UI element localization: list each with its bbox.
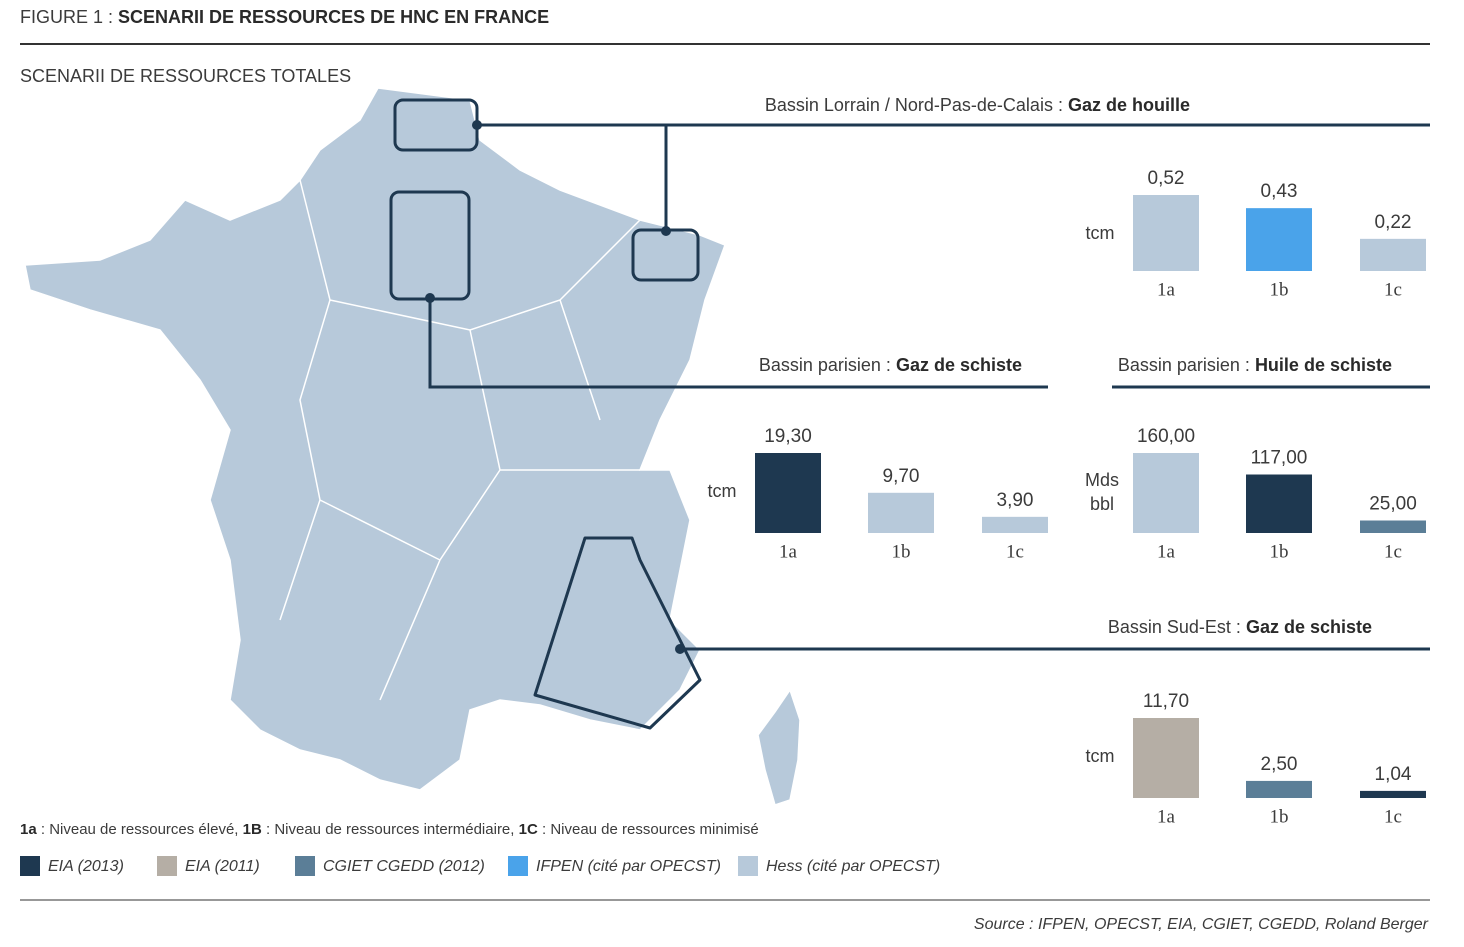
bar bbox=[1246, 208, 1312, 271]
legend-swatch bbox=[738, 856, 758, 876]
bar bbox=[755, 453, 821, 533]
basin-box bbox=[533, 536, 702, 730]
note-text: : Niveau de ressources minimisé bbox=[542, 821, 759, 838]
legend-swatch bbox=[157, 856, 177, 876]
category-label: 1b bbox=[892, 541, 911, 562]
region-borders bbox=[279, 179, 641, 701]
value-label: 117,00 bbox=[1251, 448, 1308, 469]
bar bbox=[1133, 453, 1199, 533]
category-label: 1c bbox=[1384, 806, 1402, 827]
resource-name: Gaz de schiste bbox=[896, 355, 1022, 375]
france bbox=[24, 87, 726, 791]
unit-label: Mds bbl bbox=[1084, 470, 1119, 514]
note-text: : Niveau de ressources intermédiaire, bbox=[266, 821, 514, 838]
resource-name: Gaz de houille bbox=[1068, 95, 1190, 115]
dot bbox=[661, 226, 671, 236]
dot bbox=[472, 120, 482, 130]
map bbox=[24, 87, 801, 806]
chart-title: Bassin Sud-Est : Gaz de schiste bbox=[1108, 617, 1372, 637]
value-label: 3,90 bbox=[997, 490, 1034, 511]
bar bbox=[868, 492, 934, 533]
legend-label: Hess (cité par OPECST) bbox=[766, 858, 940, 875]
value-label: 1,04 bbox=[1375, 764, 1412, 785]
category-label: 1a bbox=[779, 541, 798, 562]
figure-title-text: SCENARII DE RESSOURCES DE HNC EN FRANCE bbox=[118, 7, 549, 27]
dot bbox=[425, 293, 435, 303]
subtitle: SCENARII DE RESSOURCES TOTALES bbox=[20, 66, 351, 86]
legend-label: EIA (2011) bbox=[185, 858, 260, 875]
resource-name: Gaz de schiste bbox=[1246, 617, 1372, 637]
bar bbox=[1133, 718, 1199, 798]
legend-swatch bbox=[20, 856, 40, 876]
dot bbox=[675, 644, 685, 654]
note-key: 1B bbox=[243, 821, 262, 838]
source: Source : IFPEN, OPECST, EIA, CGIET, CGED… bbox=[974, 916, 1429, 933]
legend-label: IFPEN (cité par OPECST) bbox=[536, 858, 721, 875]
note-key: 1a bbox=[20, 821, 37, 838]
resource-name: Huile de schiste bbox=[1255, 355, 1392, 375]
category-label: 1b bbox=[1270, 541, 1289, 562]
category-label: 1a bbox=[1157, 806, 1176, 827]
category-label: 1a bbox=[1157, 541, 1176, 562]
value-label: 11,70 bbox=[1143, 691, 1189, 712]
category-label: 1c bbox=[1384, 279, 1402, 300]
connector bbox=[428, 298, 1048, 389]
legend-label: CGIET CGEDD (2012) bbox=[323, 858, 485, 875]
bar bbox=[1133, 195, 1199, 271]
bar bbox=[982, 516, 1048, 533]
bar bbox=[1360, 520, 1426, 533]
value-label: 19,30 bbox=[764, 426, 812, 447]
chart-title: Bassin parisien : Gaz de schiste bbox=[759, 355, 1022, 375]
legend-swatch bbox=[295, 856, 315, 876]
basin-markers bbox=[389, 98, 1430, 730]
category-label: 1c bbox=[1384, 541, 1402, 562]
basin-name: Bassin Sud-Est : bbox=[1108, 617, 1241, 637]
value-label: 0,52 bbox=[1148, 168, 1185, 189]
category-label: 1a bbox=[1157, 279, 1176, 300]
basin-name: Bassin Lorrain / Nord-Pas-de-Calais : bbox=[765, 95, 1063, 115]
unit-label: tcm bbox=[707, 481, 737, 501]
notes: 1a : Niveau de ressources élevé, 1B : Ni… bbox=[20, 821, 759, 838]
value-label: 0,22 bbox=[1375, 212, 1412, 233]
note-text: : Niveau de ressources élevé, bbox=[41, 821, 239, 838]
corsica bbox=[757, 688, 801, 806]
value-label: 0,43 bbox=[1261, 181, 1298, 202]
figure-title: FIGURE 1 : SCENARII DE RESSOURCES DE HNC… bbox=[20, 7, 549, 27]
figure-label: FIGURE 1 : bbox=[20, 7, 113, 27]
value-label: 9,70 bbox=[883, 466, 920, 487]
value-label: 25,00 bbox=[1369, 494, 1417, 515]
bar bbox=[1246, 780, 1312, 798]
chart-title: Bassin parisien : Huile de schiste bbox=[1118, 355, 1392, 375]
note-key: 1C bbox=[519, 821, 538, 838]
legend-label: EIA (2013) bbox=[48, 858, 124, 875]
value-label: 2,50 bbox=[1261, 754, 1298, 775]
category-label: 1b bbox=[1270, 279, 1289, 300]
category-label: 1c bbox=[1006, 541, 1024, 562]
unit-label: tcm bbox=[1085, 746, 1115, 766]
legend-swatch bbox=[508, 856, 528, 876]
bar bbox=[1360, 238, 1426, 271]
category-label: 1b bbox=[1270, 806, 1289, 827]
bar bbox=[1360, 790, 1426, 798]
bar bbox=[1246, 474, 1312, 533]
basin-name: Bassin parisien : bbox=[1118, 355, 1250, 375]
value-label: 160,00 bbox=[1137, 426, 1195, 447]
chart-title: Bassin Lorrain / Nord-Pas-de-Calais : Ga… bbox=[765, 95, 1190, 115]
basin-name: Bassin parisien : bbox=[759, 355, 891, 375]
unit-label: tcm bbox=[1085, 223, 1115, 243]
